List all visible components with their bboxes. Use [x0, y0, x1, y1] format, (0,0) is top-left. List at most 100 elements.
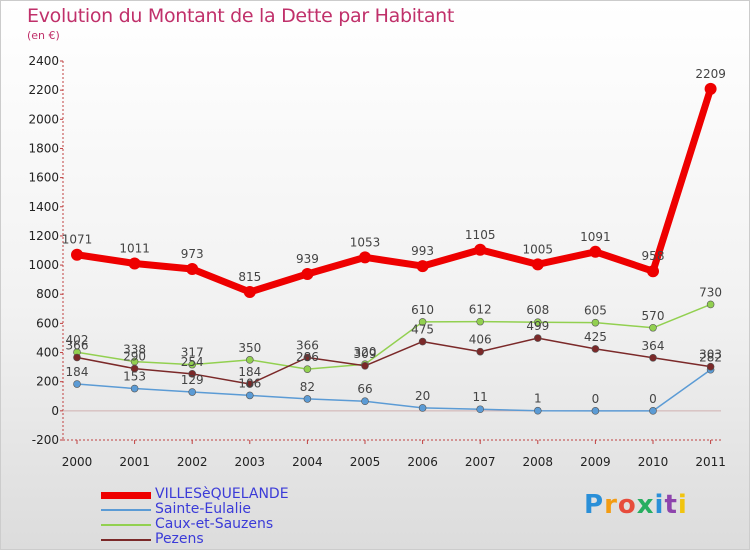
x-tick-label: 2000 — [62, 455, 93, 469]
y-tick-label: 400 — [36, 346, 59, 360]
data-point — [474, 243, 487, 256]
data-point — [246, 356, 254, 364]
data-label: 366 — [66, 338, 89, 352]
data-point — [128, 257, 141, 270]
data-label: 605 — [584, 304, 607, 318]
legend-swatch — [101, 524, 151, 526]
y-tick-label: 2000 — [28, 112, 59, 126]
x-tick-label: 2010 — [638, 455, 669, 469]
data-label: 0 — [649, 392, 657, 406]
data-label: 366 — [296, 338, 319, 352]
chart-title: Evolution du Montant de la Dette par Hab… — [27, 5, 455, 27]
data-label: 184 — [238, 365, 261, 379]
data-point — [706, 300, 715, 309]
y-tick-label: 2200 — [28, 83, 59, 97]
legend-label: Sainte-Eulalie — [155, 501, 251, 517]
data-point — [188, 370, 196, 378]
y-tick-label: 1800 — [28, 141, 59, 155]
data-label: 1011 — [119, 241, 150, 255]
y-tick-label: 800 — [36, 287, 59, 301]
data-label: 184 — [66, 365, 89, 379]
legend-label: Pezens — [155, 531, 204, 547]
data-point — [706, 362, 715, 371]
data-label: 338 — [123, 343, 146, 357]
y-tick-label: 200 — [36, 375, 59, 389]
data-point — [647, 265, 659, 278]
data-label: 350 — [238, 341, 261, 355]
data-label: 20 — [415, 389, 430, 403]
data-point — [246, 380, 254, 388]
data-label: 11 — [473, 390, 488, 404]
data-label: 1091 — [580, 230, 611, 244]
data-point — [416, 260, 429, 273]
x-tick-label: 2001 — [119, 455, 150, 469]
y-tick-label: 2400 — [28, 54, 59, 68]
data-label: 317 — [181, 346, 204, 360]
x-tick-label: 2004 — [292, 455, 323, 469]
y-tick-label: 1200 — [28, 229, 59, 243]
data-point — [303, 395, 312, 403]
data-point — [649, 353, 657, 362]
data-label: 153 — [123, 370, 146, 384]
data-label: 129 — [181, 373, 204, 387]
x-tick-label: 2005 — [350, 455, 381, 469]
data-label: 993 — [411, 244, 434, 258]
data-point — [361, 362, 369, 370]
data-label: 66 — [357, 382, 372, 396]
data-point — [649, 323, 657, 332]
data-point — [649, 407, 657, 415]
data-label: 282 — [699, 351, 722, 365]
proxiti-logo: Proxiti — [584, 490, 688, 520]
data-label: 973 — [181, 247, 204, 261]
x-tick-label: 2008 — [523, 455, 554, 469]
x-tick-label: 2011 — [695, 455, 726, 469]
data-label: 1071 — [62, 233, 93, 247]
y-tick-label: 0 — [51, 404, 59, 418]
data-label: 815 — [238, 270, 261, 284]
data-point — [303, 365, 312, 373]
data-label: 254 — [181, 355, 204, 369]
data-label: 82 — [300, 380, 315, 394]
y-tick-label: 1400 — [28, 200, 59, 214]
data-point — [533, 406, 542, 415]
data-label: 499 — [526, 319, 549, 333]
series-line — [76, 87, 714, 296]
data-point — [130, 364, 139, 373]
data-point — [591, 345, 600, 353]
data-point — [591, 318, 600, 327]
series-line — [76, 337, 711, 385]
data-point — [476, 405, 485, 414]
data-label: 1005 — [523, 242, 554, 256]
data-point — [130, 384, 139, 393]
data-label: 286 — [296, 350, 319, 364]
legend-swatch — [101, 539, 151, 541]
data-point — [418, 337, 427, 346]
x-tick-label: 2006 — [407, 455, 438, 469]
data-point — [531, 258, 544, 271]
data-point — [73, 380, 81, 388]
series-line — [76, 369, 712, 412]
data-point — [303, 353, 312, 362]
data-point — [246, 391, 254, 400]
x-tick-label: 2007 — [465, 455, 496, 469]
data-point — [704, 82, 717, 95]
data-label: 1 — [534, 392, 542, 406]
data-label: 309 — [354, 347, 377, 361]
data-label: 303 — [699, 348, 722, 362]
data-point — [71, 248, 83, 261]
data-label: 958 — [642, 249, 665, 263]
data-label: 406 — [469, 333, 492, 347]
data-point — [418, 318, 427, 326]
data-label: 612 — [469, 303, 492, 317]
data-label: 1053 — [350, 235, 381, 249]
data-point — [186, 263, 199, 276]
data-label: 475 — [411, 323, 434, 337]
data-point — [476, 317, 485, 326]
data-label: 2209 — [695, 67, 726, 81]
series-line — [76, 303, 711, 370]
data-point — [476, 347, 485, 356]
data-label: 364 — [642, 339, 665, 353]
data-label: 1105 — [465, 228, 496, 242]
chart-subtitle: (en €) — [27, 29, 60, 42]
